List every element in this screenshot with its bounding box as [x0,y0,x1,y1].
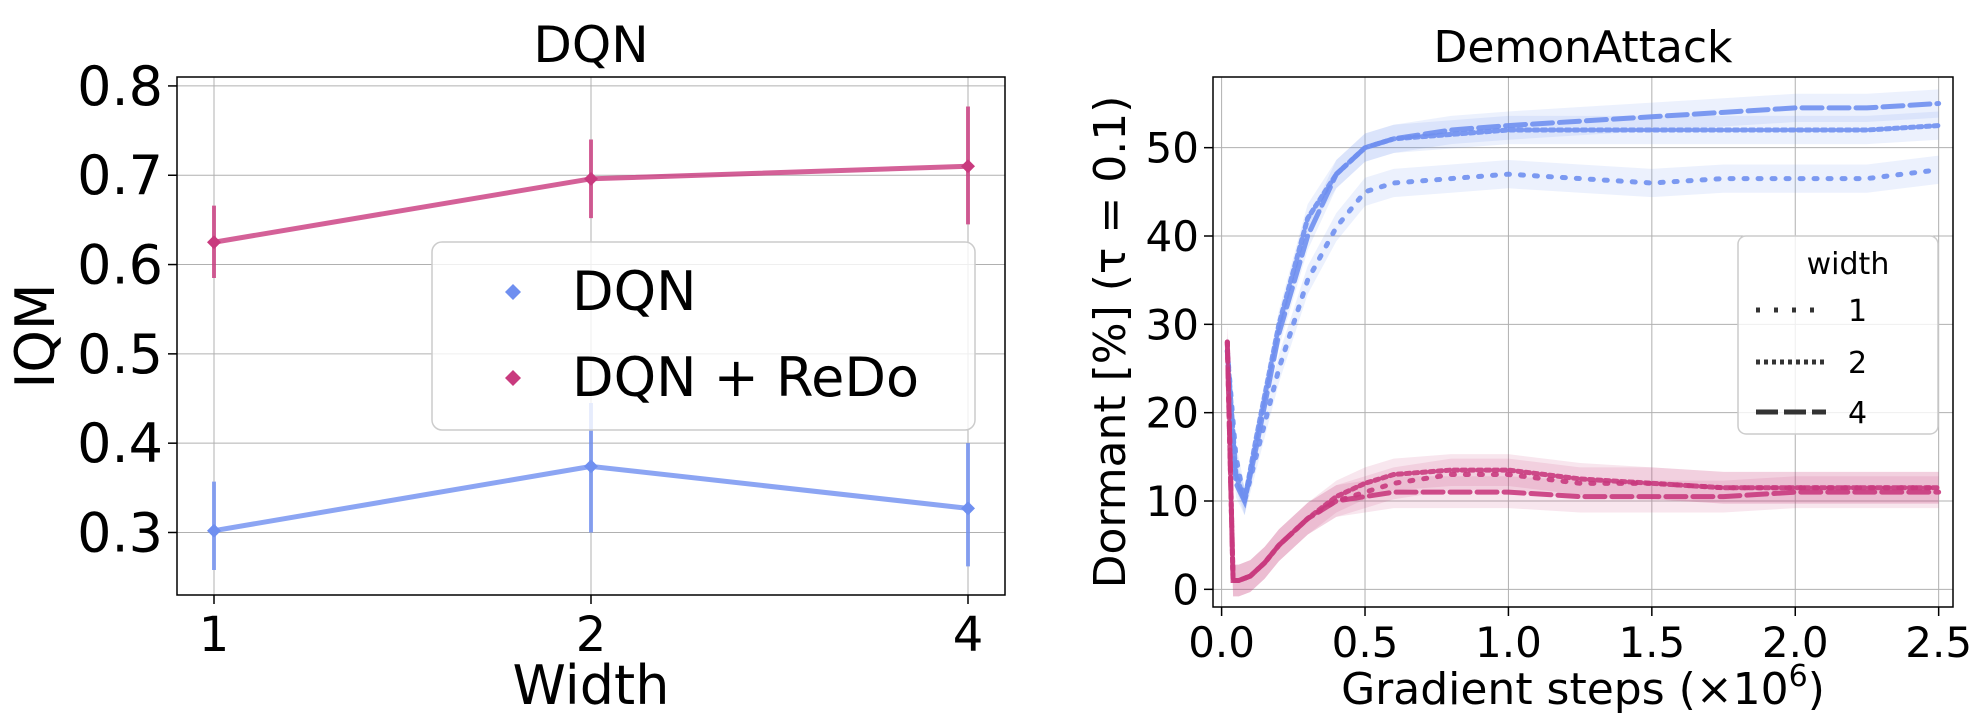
dormant-y-tick-label: 40 [1146,212,1199,261]
iqm-panel: 0.3 0.4 0.5 0.6 0.7 0.8 1 2 4 DQN Width IQM DQN … [4,16,1006,717]
iqm-point [207,235,221,250]
iqm-y-tick-label: 0.5 [77,323,163,386]
iqm-series-redo [207,106,975,278]
iqm-ylabel: IQM [4,283,67,388]
iqm-x-tick-label: 2 [576,607,607,663]
dormant-x-tick-label: 0.0 [1188,618,1255,667]
dormant-x-tick-label: 0.5 [1332,618,1399,667]
iqm-point [207,523,221,538]
dormant-ticks: 0 10 20 30 40 50 0.0 0.5 1.0 1.5 2.0 2.5 [1146,124,1973,667]
dormant-ylabel: Dormant [%] (τ = 0.1) [1085,96,1136,589]
dormant-x-tick-label: 1.5 [1618,618,1685,667]
dormant-confidence-bands [1227,89,1939,597]
iqm-y-tick-label: 0.4 [77,412,163,475]
dormant-panel: 0 10 20 30 40 50 0.0 0.5 1.0 1.5 2.0 2.5 DemonAttac… [1085,22,1972,715]
dormant-line-dqn-width-4 [1224,101,1942,509]
legend-width-4-label: 4 [1848,396,1867,431]
iqm-x-tick-label: 4 [953,607,984,663]
legend-redo-label: DQN + ReDo [572,346,919,409]
dormant-band-dqn-width-1 [1227,155,1939,516]
dormant-y-tick-label: 20 [1146,389,1199,438]
iqm-legend-box [431,241,976,431]
iqm-x-tick-label: 1 [199,607,230,663]
legend-width-2-label: 2 [1848,346,1867,381]
dormant-line-redo-width-4 [1224,339,1942,583]
legend-redo-marker [505,370,521,386]
iqm-y-tick-label: 0.7 [77,144,163,207]
dormant-legend-box [1737,235,1939,435]
dormant-legend-title: width [1807,247,1890,282]
dormant-y-tick-label: 0 [1172,565,1199,614]
dormant-y-tick-label: 10 [1146,477,1199,526]
iqm-y-tick-label: 0.8 [77,55,163,118]
iqm-point [961,501,975,516]
iqm-title: DQN [533,16,648,74]
iqm-ticks: 0.3 0.4 0.5 0.6 0.7 0.8 1 2 4 [77,55,983,663]
dormant-legend: width 1 2 4 [1737,235,1939,435]
iqm-y-tick-label: 0.3 [77,501,163,564]
iqm-point [584,171,598,186]
dormant-xlabel: Gradient steps (×106) [1341,659,1825,715]
dormant-axes-frame [1212,76,1954,608]
iqm-xlabel: Width [513,654,670,717]
legend-redo-marker-shape [505,370,521,386]
iqm-point [584,459,598,474]
dormant-title: DemonAttack [1433,22,1733,73]
legend-dqn-marker [505,284,521,300]
iqm-legend: DQN DQN + ReDo [431,241,976,431]
legend-dqn-label: DQN [572,260,696,323]
dormant-x-tick-label: 2.5 [1905,618,1972,667]
legend-width-1-label: 1 [1848,294,1867,329]
dormant-y-tick-label: 50 [1146,124,1199,173]
iqm-point [961,159,975,174]
legend-dqn-marker-shape [505,284,521,300]
dormant-x-tick-label: 2.0 [1762,618,1829,667]
dormant-series [1224,101,1942,583]
iqm-y-tick-label: 0.6 [77,234,163,297]
dormant-x-tick-label: 1.0 [1475,618,1542,667]
dormant-y-tick-label: 30 [1146,300,1199,349]
